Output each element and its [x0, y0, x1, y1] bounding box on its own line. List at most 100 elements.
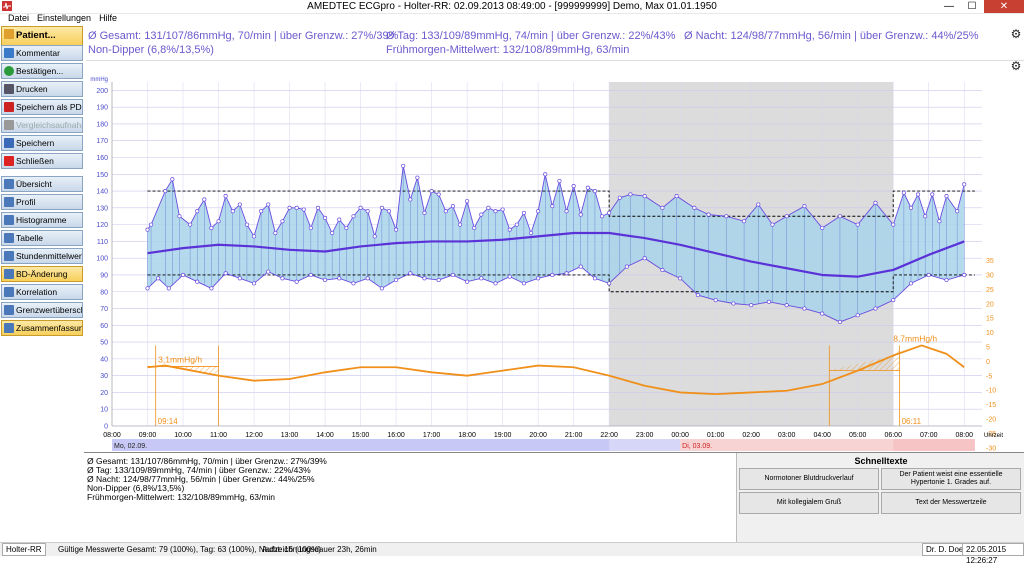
- menu-einstellungen[interactable]: Einstellungen: [37, 13, 92, 23]
- sidebar-button-13[interactable]: BD-Änderung: [1, 266, 83, 282]
- diastolic-point-48: [873, 306, 878, 311]
- y-tick-4: 160: [96, 155, 108, 162]
- systolic-point-5: [188, 222, 193, 227]
- chart-settings-gear-icon[interactable]: ⚙: [1010, 59, 1022, 73]
- annotation-2: 09:14: [158, 417, 179, 426]
- sidebar-button-4[interactable]: Speichern als PDF...: [1, 99, 83, 115]
- summary-morgen: Frühmorgen-Mittelwert: 132/108/89mmHg, 6…: [386, 44, 630, 56]
- systolic-point-32: [379, 205, 384, 210]
- systolic-point-42: [450, 204, 455, 209]
- sidebar-button-8[interactable]: Übersicht: [1, 176, 83, 192]
- sidebar-button-16[interactable]: Zusammenfassung: [1, 320, 83, 336]
- sidebar-button-label: Schließen: [16, 156, 54, 166]
- minimize-button[interactable]: —: [944, 1, 954, 12]
- bottom-line-morgen: Frühmorgen-Mittelwert: 132/108/89mmHg, 6…: [87, 492, 276, 502]
- sidebar-button-15[interactable]: Grenzwertüberschr...: [1, 302, 83, 318]
- right-tick-1: 30: [986, 272, 994, 279]
- systolic-point-17: [273, 230, 278, 236]
- diastolic-point-45: [820, 311, 825, 316]
- y-tick-8: 120: [96, 222, 108, 229]
- sidebar-button-2[interactable]: Bestätigen...: [1, 63, 83, 79]
- x-tick-15: 23:00: [636, 432, 654, 439]
- sidebar-button-0[interactable]: Patient...: [1, 26, 83, 46]
- systolic-point-81: [873, 200, 878, 205]
- right-tick-10: -15: [986, 402, 996, 409]
- close-window-button[interactable]: ✕: [984, 0, 1024, 13]
- sidebar-button-5: Vergleichsaufnahm...: [1, 117, 83, 133]
- systolic-point-26: [337, 217, 342, 222]
- sidebar-button-label: Grenzwertüberschr...: [16, 305, 82, 315]
- sidebar-button-9[interactable]: Profil: [1, 194, 83, 210]
- diastolic-point-52: [944, 277, 949, 283]
- systolic-point-52: [521, 210, 526, 215]
- diastolic-point-37: [678, 276, 683, 281]
- systolic-point-76: [784, 214, 789, 219]
- right-tick-13: -30: [986, 445, 996, 452]
- trend-line: [147, 344, 965, 396]
- sidebar-button-3[interactable]: Drucken: [1, 81, 83, 97]
- sidebar-button-10[interactable]: Histogramme: [1, 212, 83, 228]
- bottom-line-nacht: Ø Nacht: 124/98/77mmHg, 56/min | über Gr…: [87, 474, 315, 484]
- diastolic-point-27: [521, 281, 526, 286]
- diastolic-point-2: [166, 286, 171, 291]
- x-tick-19: 03:00: [778, 432, 796, 439]
- diastolic-point-53: [962, 272, 967, 278]
- diastolic-point-40: [731, 301, 736, 306]
- diastolic-point-42: [766, 299, 771, 304]
- systolic-point-2: [163, 189, 168, 194]
- bottom-line-dipper: Non-Dipper (6,8%/13,5%): [87, 483, 185, 493]
- systolic-point-70: [692, 205, 697, 210]
- systolic-point-19: [287, 205, 292, 210]
- right-tick-3: 20: [986, 301, 994, 308]
- systolic-point-25: [330, 230, 335, 236]
- sidebar-button-11[interactable]: Tabelle: [1, 230, 83, 246]
- sidebar-button-7[interactable]: Schließen: [1, 153, 83, 169]
- diastolic-point-16: [365, 276, 370, 281]
- y-tick-20: 0: [104, 424, 108, 431]
- maximize-button[interactable]: ☐: [967, 1, 977, 12]
- systolic-point-40: [436, 192, 441, 197]
- menu-bar: Datei Einstellungen Hilfe: [0, 13, 1024, 24]
- x-tick-1: 09:00: [139, 432, 157, 439]
- sidebar-button-label: Drucken: [16, 84, 48, 94]
- systolic-point-61: [585, 185, 590, 190]
- sidebar-button-label: BD-Änderung: [16, 269, 68, 279]
- systolic-point-6: [195, 209, 200, 214]
- summary-settings-gear-icon[interactable]: ⚙: [1010, 27, 1022, 41]
- systolic-point-90: [955, 209, 960, 214]
- menu-datei[interactable]: Datei: [8, 13, 30, 23]
- diastolic-point-38: [695, 293, 700, 298]
- diastolic-point-43: [784, 303, 789, 308]
- systolic-point-86: [923, 214, 928, 219]
- y-tick-15: 50: [100, 340, 108, 347]
- sidebar-button-12[interactable]: Stundenmittelwerte: [1, 248, 83, 264]
- diastolic-point-11: [294, 279, 299, 284]
- x-tick-21: 05:00: [849, 432, 867, 439]
- diastolic-point-22: [450, 272, 455, 278]
- day2-band: [680, 439, 975, 451]
- quicktext-hypertonie-button[interactable]: Der Patient weist eine essentielle Hyper…: [881, 468, 1021, 490]
- check-icon: [4, 66, 14, 76]
- systolic-point-59: [571, 183, 576, 189]
- sidebar-button-14[interactable]: Korrelation: [1, 284, 83, 300]
- diastolic-point-0: [145, 286, 150, 291]
- mean-line: [147, 231, 965, 278]
- systolic-point-36: [408, 197, 413, 202]
- sidebar-button-1[interactable]: Kommentar: [1, 45, 83, 61]
- menu-hilfe[interactable]: Hilfe: [99, 13, 118, 23]
- systolic-point-1: [149, 222, 154, 227]
- systolic-point-54: [536, 209, 541, 214]
- x-tick-16: 00:00: [671, 432, 689, 439]
- x-tick-23: 07:00: [920, 432, 938, 439]
- quicktext-normoton-button[interactable]: Normotoner Blutdruckverlauf: [739, 468, 879, 490]
- page-icon: [4, 215, 14, 225]
- quicktext-gruss-button[interactable]: Mit kollegialem Gruß: [739, 492, 879, 514]
- sidebar-button-6[interactable]: Speichern: [1, 135, 83, 151]
- diastolic-point-30: [564, 271, 569, 276]
- quicktext-messwert-button[interactable]: Text der Messwertzeile: [881, 492, 1021, 514]
- diastolic-point-10: [280, 276, 285, 281]
- systolic-point-10: [223, 194, 228, 199]
- systolic-point-39: [429, 189, 434, 194]
- right-tick-4: 15: [986, 316, 994, 323]
- page-icon: [4, 269, 14, 279]
